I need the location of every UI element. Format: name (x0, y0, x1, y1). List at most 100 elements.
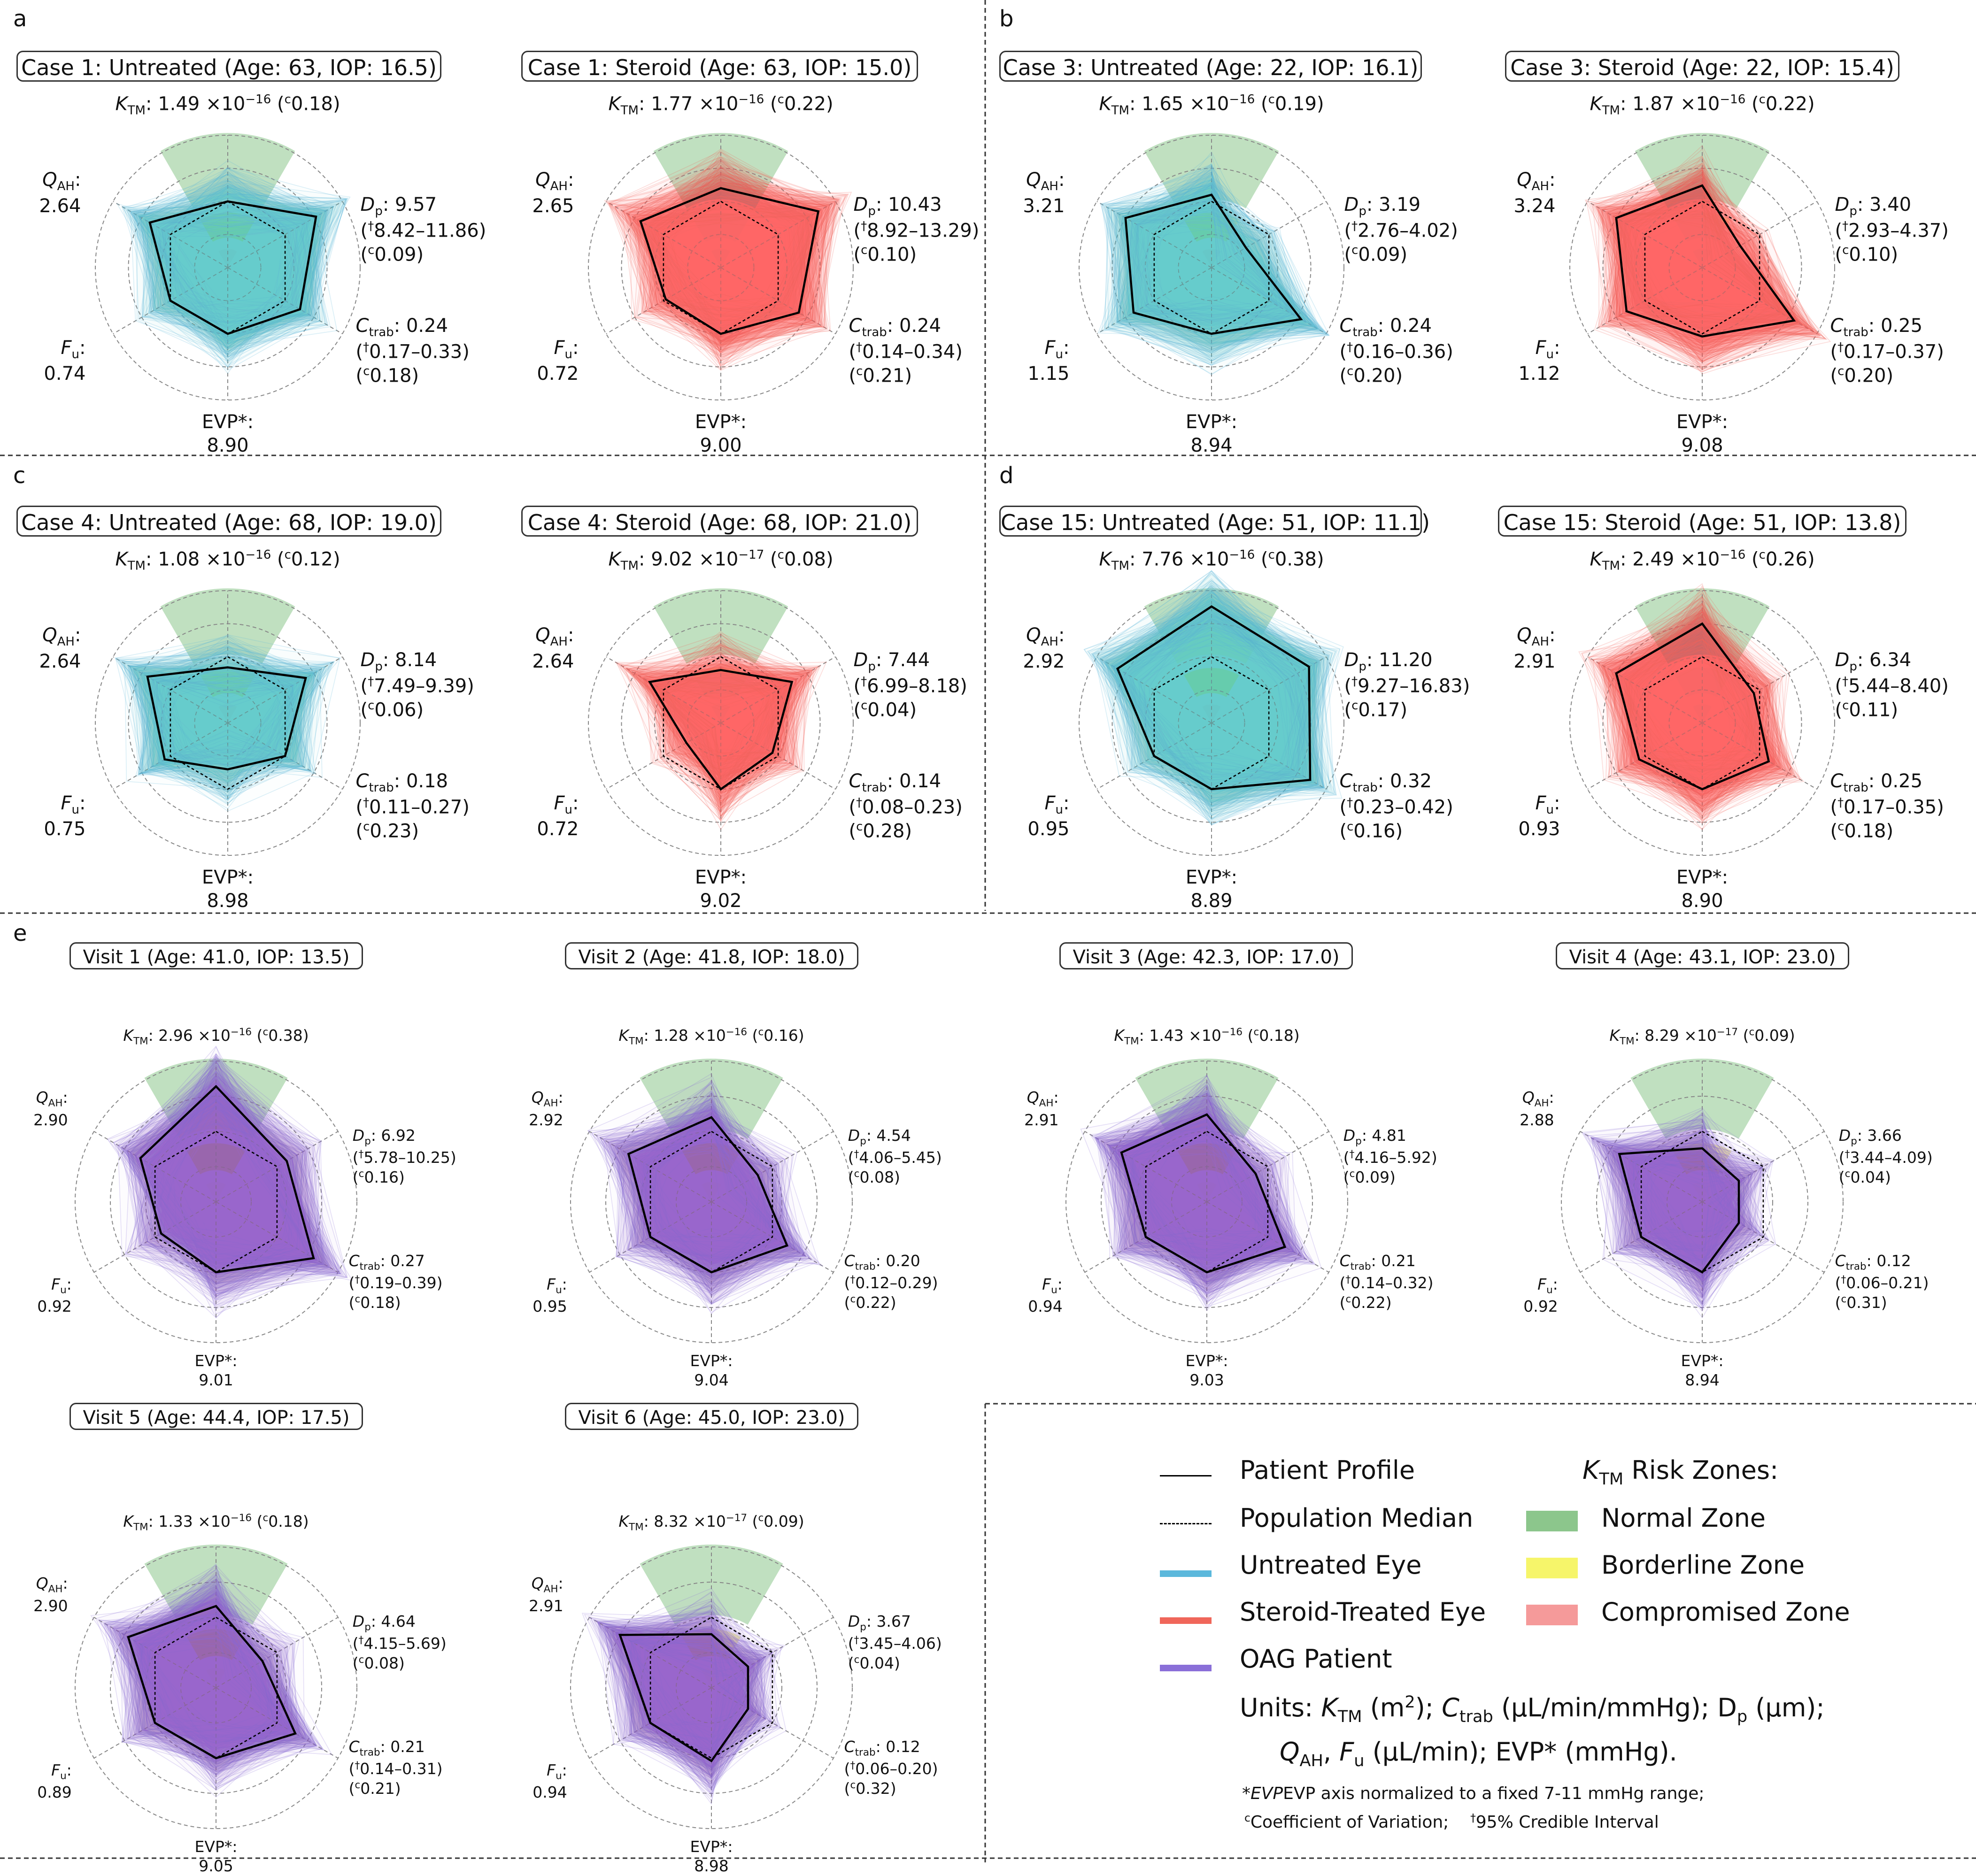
posterior-sample (142, 659, 288, 782)
posterior-sample (144, 1630, 278, 1740)
posterior-sample (1117, 1103, 1294, 1252)
fu-subscript: u (564, 347, 572, 361)
ci-symbol: † (358, 1634, 364, 1646)
posterior-sample (632, 1080, 804, 1305)
ktm-cv: 0.18) (291, 93, 340, 115)
colon: : (1053, 1088, 1059, 1107)
posterior-sample (1600, 208, 1780, 353)
dp-value: : 11.20 (1366, 649, 1433, 671)
paren: ( (848, 1634, 854, 1653)
posterior-sample (633, 216, 810, 346)
posterior-sample (97, 1619, 298, 1735)
posterior-sample (638, 652, 809, 759)
posterior-sample (156, 673, 315, 812)
posterior-sample (1643, 607, 1790, 787)
posterior-sample (107, 1099, 309, 1256)
fu-symbol: F (1535, 792, 1546, 814)
posterior-sample (1613, 205, 1815, 352)
grid-circle (588, 135, 854, 400)
posterior-sample (1613, 649, 1774, 792)
posterior-sample (656, 681, 776, 813)
posterior-sample (1620, 599, 1767, 785)
fu-symbol: F (547, 1275, 556, 1293)
posterior-sample (1101, 169, 1304, 337)
posterior-sample (122, 207, 329, 311)
axis-spoke (216, 1131, 339, 1202)
fu-label: Fu: 0.75 (34, 792, 85, 841)
posterior-sample (666, 174, 821, 342)
posterior-sample (136, 1615, 316, 1746)
posterior-sample (134, 1066, 319, 1261)
grid-circle (1569, 590, 1835, 856)
posterior-sample (616, 1136, 799, 1305)
posterior-sample (1620, 1156, 1761, 1250)
normal-zone-wedge (653, 133, 788, 208)
posterior-sample (162, 205, 337, 319)
posterior-sample (641, 677, 783, 774)
posterior-sample (630, 1632, 777, 1770)
posterior-sample (1114, 611, 1318, 815)
posterior-sample (1620, 627, 1767, 809)
posterior-sample (1610, 198, 1825, 338)
posterior-sample (602, 1073, 788, 1271)
posterior-sample (161, 656, 325, 800)
fu-symbol: F (1537, 1275, 1547, 1293)
dp-ci: 4.06–5.45) (859, 1148, 942, 1167)
posterior-sample (160, 669, 314, 769)
posterior-sample (139, 1613, 323, 1773)
fu-symbol: F (1044, 337, 1056, 359)
posterior-sample (1623, 196, 1782, 331)
posterior-sample (161, 671, 318, 795)
posterior-sample (1634, 203, 1800, 350)
posterior-sample (147, 207, 331, 323)
posterior-sample (647, 680, 780, 780)
fu-subscript: u (1546, 802, 1554, 817)
posterior-sample (1598, 200, 1799, 328)
posterior-sample (1110, 1132, 1303, 1292)
posterior-sample (1121, 1111, 1281, 1293)
ktm-value: : 1.77 ×10 (639, 93, 739, 115)
ktm-symbol: K (1590, 548, 1602, 570)
posterior-sample (131, 212, 309, 348)
posterior-sample (1116, 1149, 1297, 1284)
posterior-sample (664, 642, 789, 782)
posterior-sample (1610, 638, 1750, 782)
posterior-sample (1134, 192, 1290, 337)
evp-label: EVP*: 8.90 (171, 410, 284, 457)
ktm-subscript: TM (133, 1035, 148, 1047)
grid-circle (1178, 689, 1245, 757)
dp-symbol: D (1343, 1126, 1356, 1145)
fu-label: Fu: 0.72 (527, 336, 579, 386)
posterior-sample (137, 652, 299, 754)
posterior-sample (1136, 183, 1320, 331)
posterior-sample (1632, 1138, 1745, 1299)
posterior-sample (1131, 217, 1304, 321)
cv-symbol: c (854, 1653, 860, 1666)
posterior-sample (151, 662, 333, 806)
dp-label: Dp: 4.81 (†4.16–5.92) (c0.09) (1343, 1126, 1437, 1187)
paren: ( (1830, 820, 1838, 842)
posterior-sample (129, 665, 297, 766)
posterior-sample (641, 1635, 750, 1771)
posterior-sample (1116, 1119, 1266, 1291)
posterior-sample (638, 187, 822, 345)
posterior-sample (1138, 175, 1294, 354)
posterior-sample (1129, 163, 1319, 350)
posterior-sample (139, 1596, 311, 1772)
posterior-sample (1095, 1110, 1284, 1282)
posterior-sample (1627, 1128, 1773, 1264)
posterior-sample (643, 213, 805, 348)
fu-value: 0.74 (44, 363, 86, 385)
posterior-sample (1141, 609, 1321, 803)
posterior-sample (138, 190, 323, 323)
axis-spoke (227, 267, 343, 334)
axis-spoke (1211, 656, 1327, 723)
posterior-sample (1120, 611, 1335, 795)
posterior-sample (1622, 1119, 1748, 1256)
posterior-sample (1622, 178, 1787, 317)
paren: ( (1339, 364, 1347, 386)
posterior-sample (1625, 166, 1821, 336)
posterior-sample (634, 1150, 820, 1265)
qah-label: QAH: 2.90 (18, 1088, 68, 1130)
posterior-sample (159, 677, 292, 804)
